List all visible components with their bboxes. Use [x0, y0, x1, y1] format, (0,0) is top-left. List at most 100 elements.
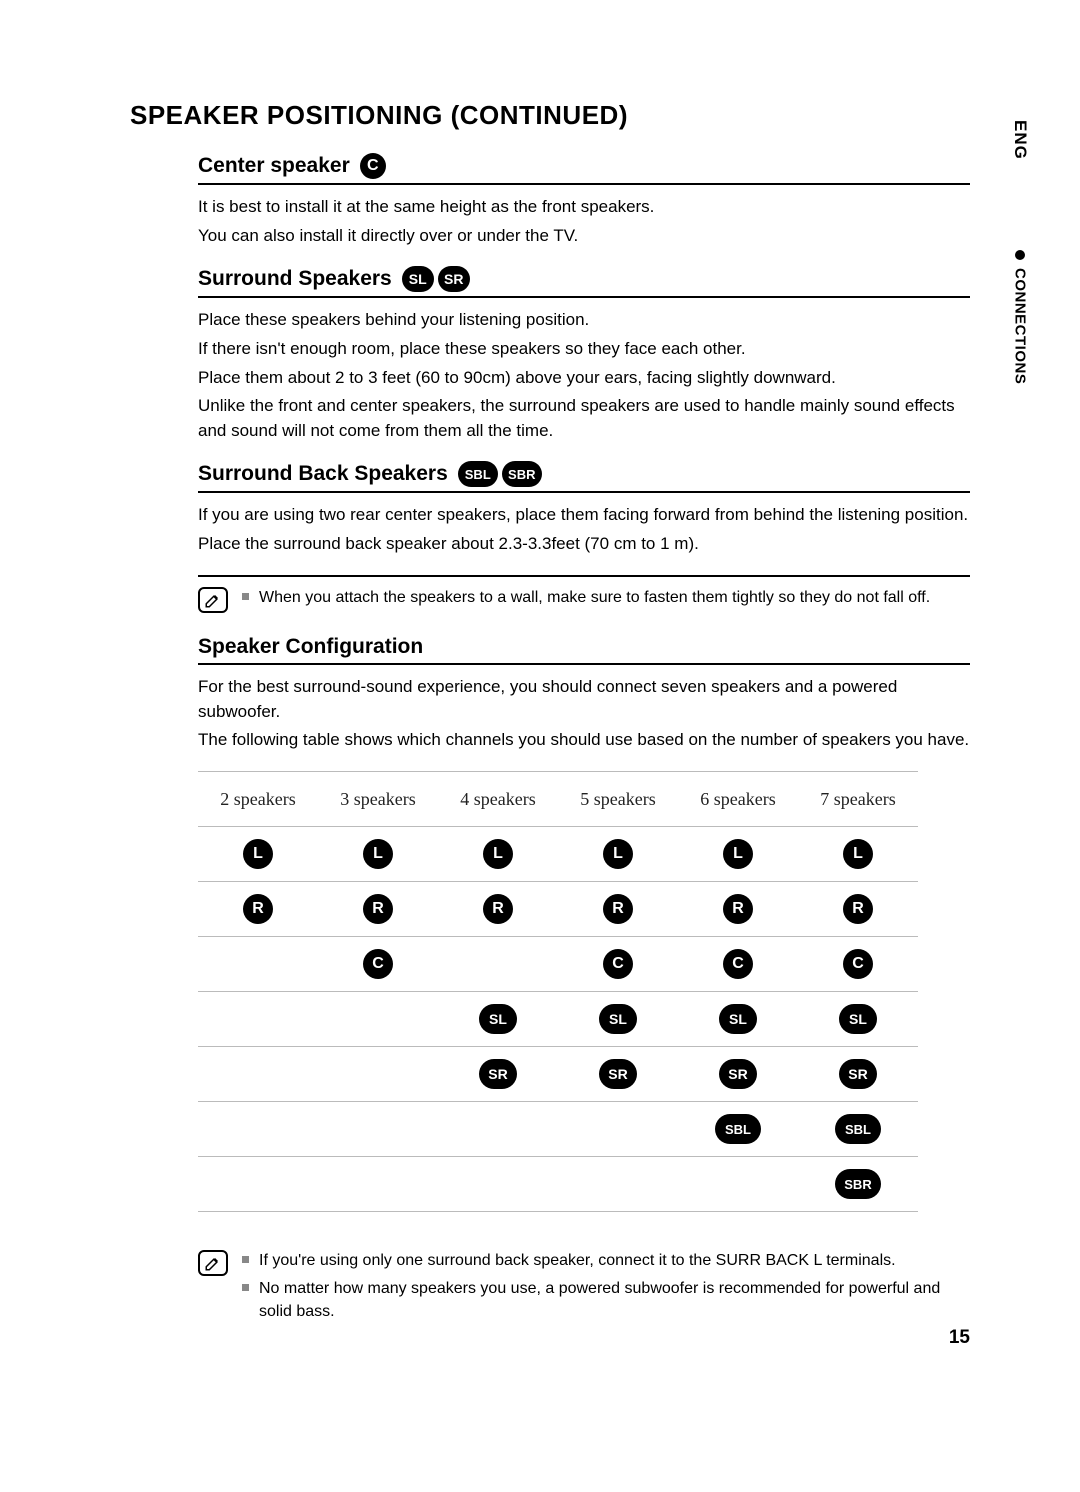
speaker-badge-icon: L	[843, 839, 873, 869]
back-p2: Place the surround back speaker about 2.…	[198, 532, 970, 557]
table-cell: R	[798, 882, 918, 936]
note-text: No matter how many speakers you use, a p…	[259, 1278, 970, 1323]
table-cell: C	[558, 937, 678, 991]
table-cell: SBL	[678, 1102, 798, 1156]
table-cell: SBR	[798, 1157, 918, 1211]
speaker-badge-icon: C	[363, 949, 393, 979]
table-row: SR SR SR SR	[198, 1047, 918, 1102]
center-badge-icon: C	[360, 153, 386, 179]
table-cell: L	[318, 827, 438, 881]
speaker-badge-icon: R	[843, 894, 873, 924]
speaker-badge-icon: SR	[719, 1059, 757, 1089]
table-header-row: 2 speakers3 speakers4 speakers5 speakers…	[198, 772, 918, 827]
table-cell	[558, 1157, 678, 1211]
speaker-badge-icon: R	[243, 894, 273, 924]
surround-p1: Place these speakers behind your listeni…	[198, 308, 970, 333]
speaker-badge-icon: R	[363, 894, 393, 924]
table-cell	[678, 1157, 798, 1211]
page-title: SPEAKER POSITIONING (CONTINUED)	[130, 100, 970, 131]
speaker-badge-icon: L	[723, 839, 753, 869]
speaker-config-table: 2 speakers3 speakers4 speakers5 speakers…	[198, 771, 918, 1212]
config-p1: For the best surround-sound experience, …	[198, 675, 970, 724]
speaker-badge-icon: C	[723, 949, 753, 979]
section-dot-icon	[1015, 250, 1025, 260]
speaker-badge-icon: R	[603, 894, 633, 924]
table-cell: SR	[678, 1047, 798, 1101]
table-cell	[198, 937, 318, 991]
bullet-icon	[242, 593, 249, 600]
section-header: Center speaker C	[198, 153, 970, 185]
config-heading: Speaker Configuration	[198, 635, 423, 659]
config-p2: The following table shows which channels…	[198, 728, 970, 753]
table-cell	[318, 1157, 438, 1211]
table-cell	[198, 992, 318, 1046]
speaker-badge-icon: SL	[479, 1004, 517, 1034]
table-cell: L	[678, 827, 798, 881]
surround-p3: Place them about 2 to 3 feet (60 to 90cm…	[198, 366, 970, 391]
center-heading: Center speaker	[198, 154, 350, 178]
back-heading: Surround Back Speakers	[198, 462, 448, 486]
speaker-badge-icon: C	[843, 949, 873, 979]
note-list: When you attach the speakers to a wall, …	[242, 587, 970, 615]
speaker-badge-icon: SBL	[715, 1114, 761, 1144]
table-cell: L	[198, 827, 318, 881]
center-speaker-section: Center speaker C It is best to install i…	[198, 153, 970, 248]
table-header-cell: 2 speakers	[198, 772, 318, 826]
table-row: SBR	[198, 1157, 918, 1212]
speaker-badge-icon: C	[603, 949, 633, 979]
section-header: Surround Speakers SL SR	[198, 266, 970, 298]
speaker-badge-icon: SL	[719, 1004, 757, 1034]
table-cell: SL	[678, 992, 798, 1046]
table-row: CCCC	[198, 937, 918, 992]
table-cell: C	[318, 937, 438, 991]
note-pencil-icon	[198, 1250, 228, 1276]
table-cell: L	[558, 827, 678, 881]
center-p1: It is best to install it at the same hei…	[198, 195, 970, 220]
speaker-badge-icon: SBL	[835, 1114, 881, 1144]
table-cell	[318, 992, 438, 1046]
section-header: Speaker Configuration	[198, 635, 970, 665]
table-row: SBL SBL	[198, 1102, 918, 1157]
table-header-cell: 4 speakers	[438, 772, 558, 826]
table-cell	[198, 1102, 318, 1156]
bullet-icon	[242, 1256, 249, 1263]
manual-page: ENG CONNECTIONS SPEAKER POSITIONING (CON…	[0, 0, 1080, 1399]
table-cell: R	[318, 882, 438, 936]
table-cell	[318, 1047, 438, 1101]
speaker-badge-icon: SR	[839, 1059, 877, 1089]
table-cell	[318, 1102, 438, 1156]
speaker-badge-icon: SR	[599, 1059, 637, 1089]
table-header-cell: 6 speakers	[678, 772, 798, 826]
speaker-badge-icon: R	[723, 894, 753, 924]
surround-heading: Surround Speakers	[198, 267, 392, 291]
section-header: Surround Back Speakers SBL SBR	[198, 461, 970, 493]
table-cell	[198, 1157, 318, 1211]
speaker-badge-icon: SL	[599, 1004, 637, 1034]
side-tab: ENG CONNECTIONS	[1010, 120, 1030, 384]
table-row: LLLLLL	[198, 827, 918, 882]
table-cell	[558, 1102, 678, 1156]
table-cell	[198, 1047, 318, 1101]
config-section: Speaker Configuration For the best surro…	[198, 635, 970, 753]
surround-p2: If there isn't enough room, place these …	[198, 337, 970, 362]
table-cell: SL	[558, 992, 678, 1046]
note1-text: When you attach the speakers to a wall, …	[259, 587, 930, 609]
table-cell: C	[798, 937, 918, 991]
table-cell: SL	[438, 992, 558, 1046]
speaker-badge-icon: L	[483, 839, 513, 869]
sbl-badge-icon: SBL	[458, 461, 498, 487]
section-tab-label: CONNECTIONS	[1012, 268, 1029, 384]
note-list: If you're using only one surround back s…	[242, 1250, 970, 1329]
speaker-badge-icon: L	[603, 839, 633, 869]
table-cell: SR	[558, 1047, 678, 1101]
table-cell: SBL	[798, 1102, 918, 1156]
note-pencil-icon	[198, 587, 228, 613]
speaker-badge-icon: L	[243, 839, 273, 869]
table-cell: SL	[798, 992, 918, 1046]
note-text: If you're using only one surround back s…	[259, 1250, 896, 1272]
center-p2: You can also install it directly over or…	[198, 224, 970, 249]
table-row: SL SL SL SL	[198, 992, 918, 1047]
table-cell: SR	[438, 1047, 558, 1101]
note-block-2: If you're using only one surround back s…	[198, 1240, 970, 1329]
page-number: 15	[949, 1327, 970, 1349]
